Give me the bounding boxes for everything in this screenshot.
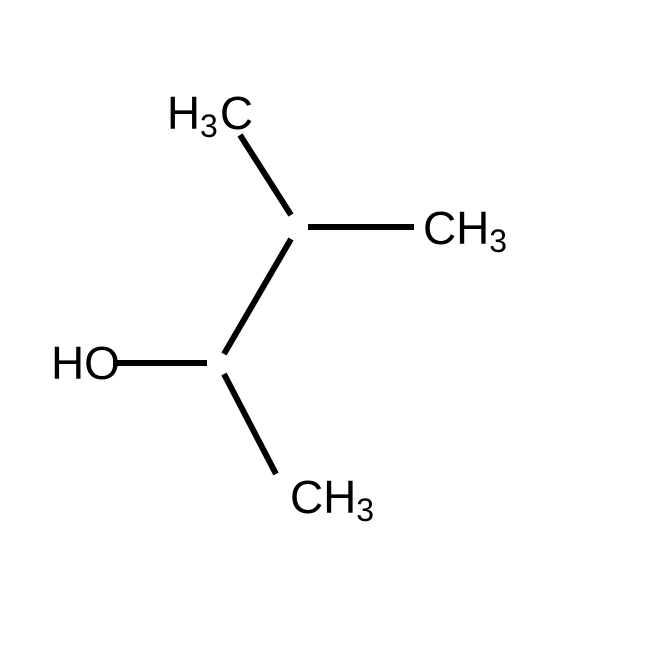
svg-text:H: H [323, 471, 356, 523]
svg-text:O: O [84, 337, 120, 389]
atom-label-h3c-top: H3C [167, 87, 253, 144]
svg-text:H: H [456, 202, 489, 254]
svg-text:3: 3 [489, 223, 507, 259]
bond-4 [224, 374, 276, 474]
svg-text:C: C [220, 87, 253, 139]
chemical-structure-diagram: H3CCH3HOCH3 [0, 0, 650, 650]
bond-0 [240, 135, 291, 215]
bond-2 [224, 239, 291, 354]
svg-text:3: 3 [200, 108, 218, 144]
atom-label-ho-left: HO [51, 337, 120, 389]
svg-text:C: C [423, 202, 456, 254]
atom-label-ch3-bottom: CH3 [290, 471, 374, 528]
svg-text:H: H [51, 337, 84, 389]
svg-text:3: 3 [356, 492, 374, 528]
svg-text:C: C [290, 471, 323, 523]
atom-label-ch3-right: CH3 [423, 202, 507, 259]
svg-text:H: H [167, 87, 200, 139]
